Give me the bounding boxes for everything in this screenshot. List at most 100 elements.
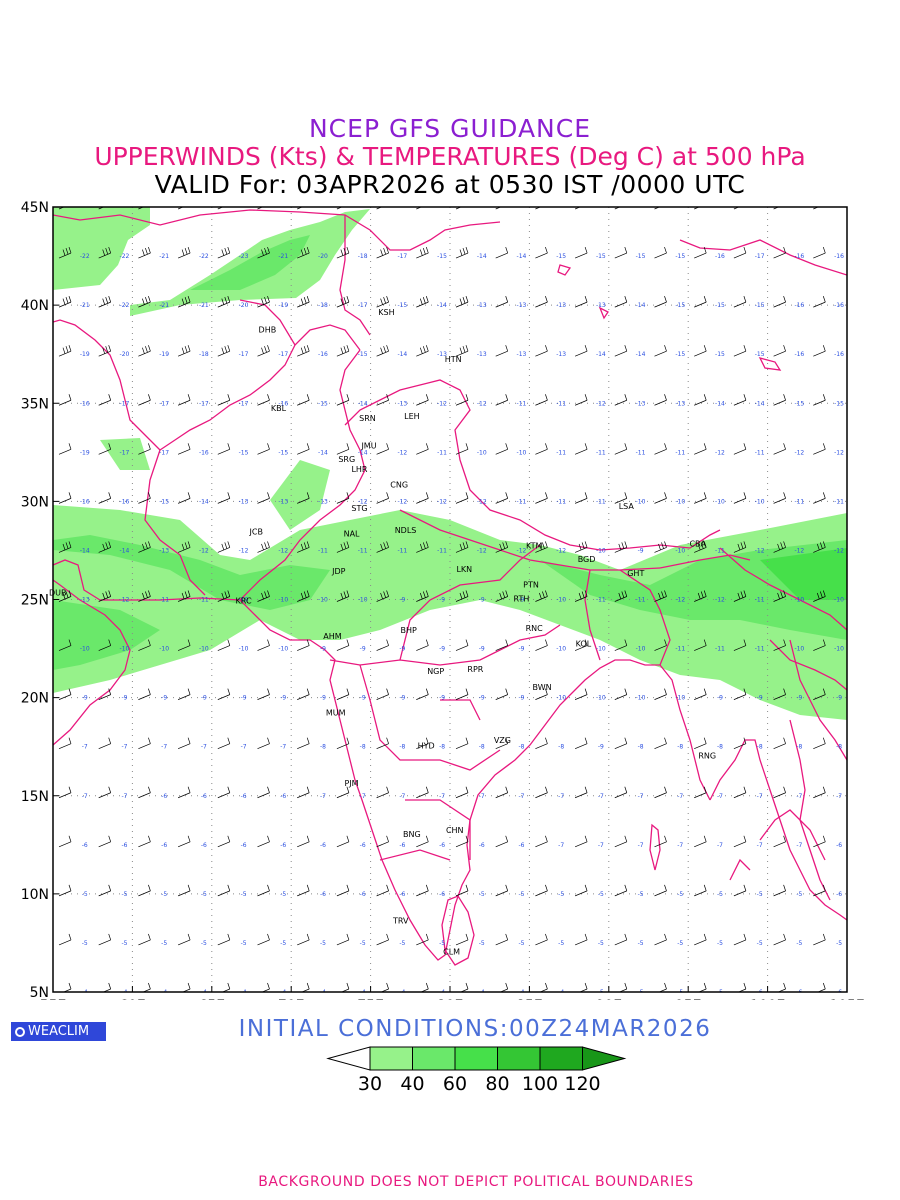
title-valid-time: VALID For: 03APR2026 at 0530 IST /0000 U…: [154, 170, 746, 199]
temperature-value: -6: [479, 842, 485, 849]
wind-barb: [257, 207, 264, 210]
wind-barb: [535, 835, 548, 848]
wind-barb: [654, 246, 667, 259]
wind-barb: [58, 246, 72, 259]
temperature-value: -12: [517, 547, 527, 554]
wind-barb: [138, 737, 151, 750]
x-tick-label: 60E: [119, 998, 146, 1000]
y-tick-label: 20N: [21, 691, 49, 707]
wind-temperature-map: -21 -22 -22 -21 -22 -23 -21 -20 -18 -17 -15 -14 -14 -…: [21, 200, 865, 1000]
temperature-value: -21: [278, 253, 288, 260]
wind-barb: [535, 639, 548, 651]
temperature-value: -6: [320, 842, 326, 849]
temperature-value: -12: [278, 547, 288, 554]
wind-barb: [535, 933, 548, 946]
temperature-value: -17: [397, 253, 407, 260]
wind-barb: [574, 884, 588, 897]
wind-barb: [217, 786, 231, 799]
temperature-value: -9: [241, 695, 247, 702]
wind-barb: [535, 296, 548, 308]
wind-barb: [614, 492, 628, 504]
temperature-value: -5: [558, 940, 564, 947]
temperature-value: -15: [675, 351, 685, 358]
wind-barb: [773, 737, 786, 750]
wind-barb: [376, 884, 389, 897]
temperature-value: -4: [320, 989, 326, 996]
wind-barb: [177, 394, 191, 406]
temperature-value: -4: [558, 989, 564, 996]
temperature-value: -13: [556, 302, 566, 309]
temperature-value: -12: [199, 547, 209, 554]
wind-barb: [336, 835, 350, 848]
temperature-value: -10: [834, 597, 844, 604]
station-kol: KOL: [576, 640, 592, 649]
temperature-value: -5: [836, 940, 842, 947]
legend-swatch: [539, 1046, 583, 1071]
temperature-value: -8: [558, 744, 564, 751]
weaclim-logo: WEACLIM: [11, 1022, 106, 1041]
y-tick-label: 10N: [21, 887, 49, 903]
wind-barb: [455, 786, 469, 799]
temperature-value: -6: [757, 989, 763, 996]
wind-barb: [217, 492, 231, 504]
temperature-value: -12: [477, 498, 487, 505]
temperature-value: -10: [596, 547, 606, 554]
temperature-value: -9: [161, 695, 167, 702]
legend-label: 30: [358, 1073, 382, 1095]
lat-lon-grid: [53, 207, 847, 992]
temperature-value: -4: [518, 989, 524, 996]
wind-barb: [98, 541, 112, 553]
wind-barb: [257, 884, 270, 897]
wind-barb: [376, 541, 389, 553]
temperature-value: -9: [439, 597, 445, 604]
temperature-value: -11: [596, 597, 606, 604]
temperature-value: -5: [399, 940, 405, 947]
wind-barb: [733, 786, 747, 799]
wind-barb: [257, 639, 270, 651]
wind-barb: [495, 737, 509, 750]
wind-barb: [733, 443, 747, 455]
wind-barb: [495, 246, 509, 259]
wind-barb: [455, 207, 462, 210]
wind-barb: [813, 688, 826, 700]
wind-barb: [177, 884, 191, 897]
temperature-value: -7: [638, 793, 644, 800]
wind-barb: [733, 884, 747, 897]
wind-barb: [217, 884, 231, 897]
temperature-value: -16: [199, 449, 209, 456]
wind-barb: [98, 590, 112, 602]
x-tick-label: 105E: [829, 998, 865, 1000]
wind-barb: [297, 590, 310, 602]
wind-barb: [138, 688, 151, 700]
wind-barb: [297, 933, 310, 946]
wind-barb: [416, 590, 429, 602]
wind-barb: [177, 246, 191, 259]
temperature-value: -5: [121, 891, 127, 898]
temperature-value: -11: [675, 449, 685, 456]
station-vzg: VZG: [494, 736, 511, 745]
temperature-value: -19: [80, 449, 90, 456]
temperature-value: -17: [278, 351, 288, 358]
wind-barb: [177, 541, 191, 553]
wind-barb: [495, 296, 509, 308]
wind-barb: [694, 443, 707, 455]
temperature-value: -17: [159, 400, 169, 407]
wind-barb: [773, 443, 786, 455]
wind-barb: [495, 835, 509, 848]
temperature-value: -7: [161, 744, 167, 751]
temperature-value: -16: [278, 400, 288, 407]
temperature-value: -15: [636, 253, 646, 260]
wind-barb: [138, 541, 151, 553]
wind-barb: [416, 296, 429, 308]
station-ght: GHT: [627, 569, 644, 578]
temperature-value: -14: [318, 449, 328, 456]
temperature-value: -10: [636, 498, 646, 505]
temperature-value: -9: [201, 695, 207, 702]
wind-barb: [773, 786, 786, 799]
x-tick-label: 65E: [198, 998, 225, 1000]
wind-barb: [217, 394, 231, 406]
temperature-value: -11: [755, 449, 765, 456]
wind-barb: [177, 345, 191, 357]
temperature-value: -12: [437, 498, 447, 505]
wind-barb: [138, 492, 151, 504]
